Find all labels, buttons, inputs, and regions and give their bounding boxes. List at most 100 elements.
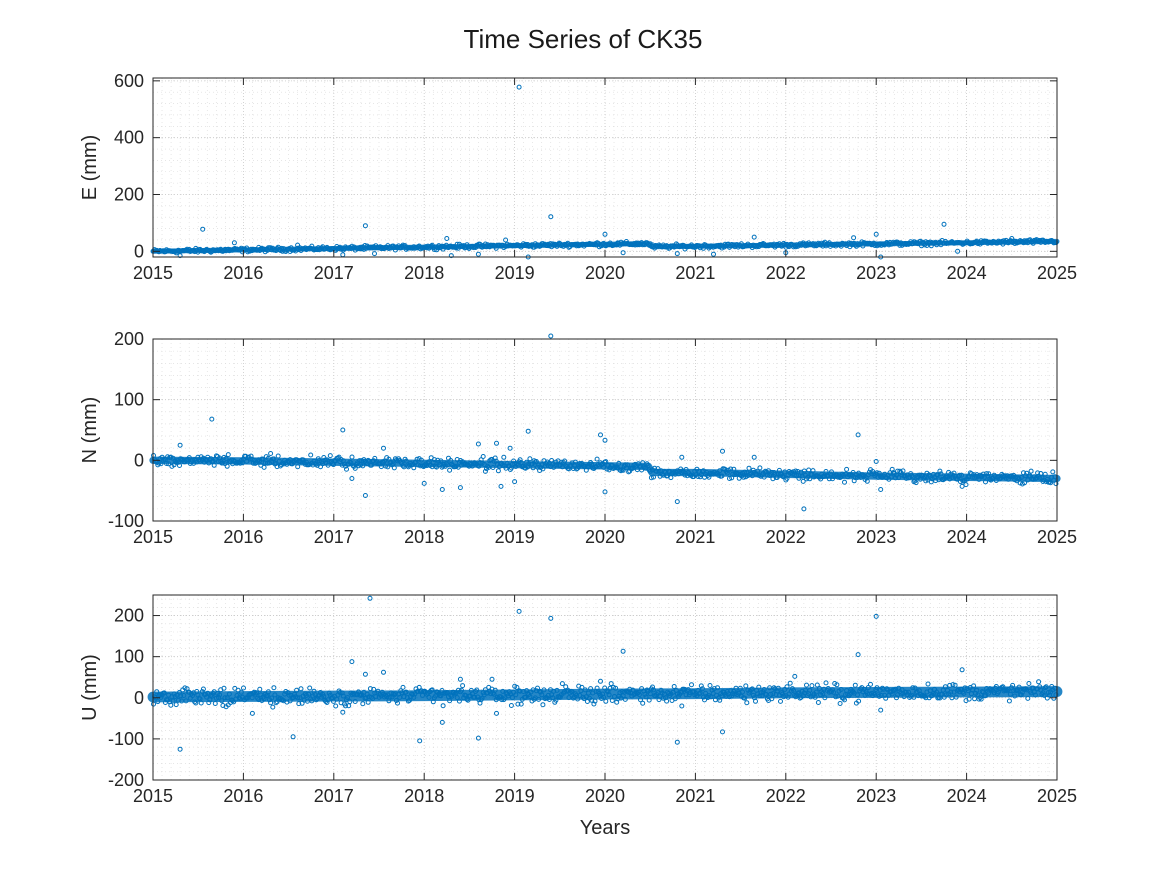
- data-point: [438, 693, 444, 699]
- outlier-point: [516, 608, 522, 614]
- data-point: [784, 684, 790, 690]
- data-point: [515, 701, 521, 707]
- outlier-point: [674, 499, 680, 505]
- data-point: [211, 462, 217, 468]
- outlier-point: [177, 253, 183, 259]
- data-point: [788, 688, 794, 694]
- data-point: [181, 693, 187, 698]
- x-tick-label: 2020: [585, 527, 625, 547]
- data-point: [1036, 679, 1042, 685]
- outlier-point: [475, 251, 481, 257]
- data-point: [296, 701, 302, 707]
- data-point: [830, 687, 835, 693]
- data-point: [410, 692, 416, 698]
- data-point: [822, 695, 828, 701]
- data-point: [471, 461, 476, 467]
- outlier-point: [349, 659, 355, 665]
- data-point: [1026, 681, 1032, 686]
- data-point: [338, 246, 344, 252]
- data-point: [938, 471, 944, 477]
- data-point: [996, 689, 1001, 695]
- x-tick-label: 2023: [856, 263, 896, 283]
- data-point: [847, 692, 853, 697]
- data-point: [313, 461, 319, 467]
- data-point: [331, 698, 336, 704]
- data-point: [702, 697, 707, 703]
- data-point: [357, 458, 363, 464]
- x-tick-label: 2018: [404, 263, 444, 283]
- data-point: [175, 697, 181, 703]
- data-point: [618, 468, 624, 474]
- data-point: [742, 469, 748, 475]
- data-point: [625, 462, 630, 468]
- data-point: [300, 457, 306, 463]
- data-point: [894, 695, 899, 701]
- data-point: [823, 469, 829, 474]
- data-point: [855, 692, 860, 698]
- data-point: [684, 688, 690, 694]
- data-point: [391, 245, 397, 250]
- data-point: [307, 685, 313, 691]
- data-point: [365, 699, 371, 705]
- data-point: [719, 473, 725, 479]
- data-point: [322, 457, 328, 463]
- x-tick-label: 2015: [133, 263, 173, 283]
- data-point: [351, 691, 357, 697]
- data-point: [708, 694, 714, 700]
- outlier-point: [801, 506, 807, 512]
- data-point: [831, 689, 837, 695]
- data-point: [268, 451, 274, 456]
- data-point: [724, 470, 730, 476]
- data-point: [294, 687, 300, 693]
- outlier-point: [381, 669, 386, 675]
- data-point: [497, 242, 502, 248]
- data-point: [326, 458, 332, 464]
- data-point: [707, 683, 713, 688]
- data-point: [743, 683, 749, 689]
- outlier-point: [873, 613, 879, 619]
- outlier-point: [507, 445, 513, 451]
- data-point: [1043, 684, 1049, 690]
- data-point: [795, 469, 801, 474]
- data-point: [161, 690, 167, 696]
- data-point: [822, 473, 828, 479]
- data-point: [697, 690, 703, 696]
- data-point: [308, 452, 314, 458]
- data-point: [937, 468, 943, 474]
- outlier-point: [457, 676, 463, 682]
- outlier-point: [620, 648, 626, 654]
- data-point: [959, 472, 965, 478]
- data-point: [536, 696, 542, 702]
- outlier-point: [362, 493, 368, 498]
- data-point: [1037, 475, 1043, 481]
- data-point: [619, 241, 625, 247]
- data-point: [510, 695, 515, 701]
- x-tick-label: 2023: [856, 786, 896, 806]
- data-point: [550, 695, 556, 701]
- data-point: [321, 455, 327, 460]
- data-point: [540, 702, 546, 708]
- data-point: [589, 697, 595, 703]
- data-point: [833, 694, 839, 700]
- data-point: [327, 453, 333, 459]
- outlier-point: [362, 671, 368, 677]
- data-point: [644, 687, 650, 693]
- data-point: [609, 698, 615, 703]
- data-point: [1014, 688, 1020, 694]
- data-point: [280, 697, 285, 703]
- data-point: [511, 458, 517, 464]
- data-point: [906, 689, 911, 695]
- data-point: [1003, 687, 1009, 693]
- outlier-point: [340, 427, 346, 433]
- outlier-point: [711, 251, 716, 257]
- data-point: [520, 689, 526, 694]
- data-point: [814, 682, 820, 688]
- data-point: [648, 475, 654, 481]
- data-point: [888, 474, 894, 480]
- data-point: [474, 687, 480, 693]
- outlier-point: [503, 237, 509, 243]
- data-point: [652, 465, 658, 471]
- data-point: [860, 472, 866, 478]
- data-point: [837, 701, 843, 706]
- y-axis-label: U (mm): [79, 654, 101, 721]
